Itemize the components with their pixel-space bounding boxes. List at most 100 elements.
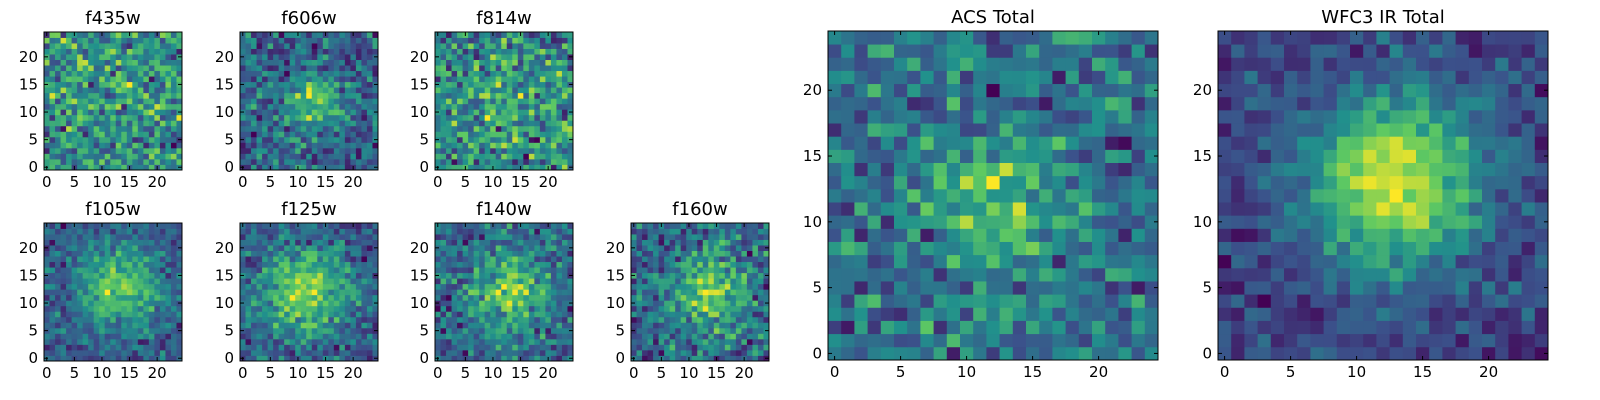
heatmap-cell [523, 311, 530, 318]
heatmap-cell [675, 278, 682, 285]
heatmap-cell [567, 261, 574, 268]
heatmap-cell [88, 250, 95, 257]
heatmap-cell [284, 153, 291, 160]
heatmap-cell [55, 261, 61, 268]
heatmap-cell [278, 338, 285, 345]
heatmap-cell [642, 311, 648, 318]
heatmap-cell [99, 70, 106, 77]
heatmap-cell [451, 267, 458, 274]
heatmap-cell [311, 125, 318, 132]
heatmap-cell [339, 245, 346, 251]
heatmap-cell [473, 228, 480, 235]
heatmap-cell [372, 278, 379, 285]
heatmap-cell [828, 333, 842, 348]
heatmap-cell [752, 316, 759, 323]
heatmap-cell [355, 81, 362, 88]
heatmap-cell [60, 158, 67, 165]
heatmap-cell [457, 223, 463, 229]
heatmap-cell [143, 81, 150, 88]
heatmap-cell [44, 261, 50, 268]
heatmap-cell [132, 142, 139, 149]
heatmap-cell [121, 349, 128, 356]
heatmap-cell [702, 267, 709, 274]
heatmap-cell [366, 109, 373, 116]
heatmap-cell [523, 272, 530, 279]
heatmap-cell [262, 81, 268, 88]
heatmap-cell [176, 349, 183, 356]
heatmap-cell [300, 261, 307, 268]
heatmap-cell [159, 103, 166, 110]
heatmap-cell [273, 234, 280, 240]
heatmap-cell [366, 153, 373, 160]
heatmap-cell [534, 338, 541, 345]
heatmap-cell [708, 283, 715, 290]
heatmap-cell [143, 223, 150, 229]
heatmap-cell [251, 327, 257, 334]
heatmap-cell [361, 239, 368, 246]
heatmap-cell [262, 59, 268, 66]
heatmap-cell [691, 267, 698, 274]
heatmap-cell [311, 327, 318, 334]
heatmap-cell [473, 272, 480, 279]
heatmap-cell [60, 256, 67, 263]
heatmap-cell [517, 37, 524, 44]
heatmap-cell [88, 65, 95, 72]
heatmap-cell [933, 281, 948, 295]
heatmap-cell [328, 305, 335, 312]
heatmap-cell [148, 289, 155, 296]
heatmap-cell [512, 355, 519, 362]
heatmap-cell [451, 344, 458, 351]
heatmap-cell [115, 355, 122, 362]
heatmap-cell [273, 261, 280, 268]
heatmap-cell [339, 305, 346, 312]
heatmap-cell [170, 294, 177, 301]
heatmap-cell [317, 300, 324, 307]
heatmap-cell [361, 316, 368, 323]
heatmap-cell [82, 65, 89, 72]
heatmap-cell [322, 70, 329, 77]
heatmap-cell [451, 81, 458, 88]
heatmap-cell [1065, 188, 1080, 203]
heatmap-cell [468, 256, 475, 263]
heatmap-cell [372, 153, 379, 160]
heatmap-cell [165, 316, 172, 323]
heatmap-cell [440, 316, 447, 323]
heatmap-cell [350, 234, 357, 240]
heatmap-cell [240, 87, 246, 94]
heatmap-cell [680, 234, 687, 240]
heatmap-cell [66, 147, 72, 154]
heatmap-cell [278, 272, 285, 279]
heatmap-cell [1078, 267, 1093, 282]
heatmap-cell [512, 234, 519, 240]
heatmap-cell [273, 114, 280, 121]
heatmap-cell [708, 228, 715, 235]
heatmap-cell [82, 338, 89, 345]
heatmap-cell [473, 114, 480, 121]
heatmap-cell [561, 131, 568, 138]
heatmap-cell [361, 261, 368, 268]
heatmap-cell [528, 37, 535, 44]
heatmap-cell [556, 256, 563, 263]
axes-frame [239, 31, 379, 171]
heatmap-cell [841, 267, 855, 282]
heatmap-cell [262, 125, 268, 132]
heatmap-cell [534, 153, 541, 160]
heatmap-cell [741, 272, 748, 279]
heatmap-cell [446, 333, 452, 340]
heatmap-cell [295, 278, 302, 285]
heatmap-cell [60, 311, 67, 318]
heatmap-cell [512, 316, 519, 323]
heatmap-cell [245, 43, 252, 49]
heatmap-cell [104, 98, 111, 105]
heatmap-cell [267, 333, 274, 340]
heatmap-cell [490, 92, 497, 99]
heatmap-cell [435, 267, 441, 274]
heatmap-cell [311, 250, 318, 257]
heatmap-cell [517, 76, 524, 83]
heatmap-cell [322, 283, 329, 290]
heatmap-cell [93, 153, 100, 160]
heatmap-cell [99, 109, 106, 116]
heatmap-cell [479, 305, 486, 312]
heatmap-cell [148, 131, 155, 138]
heatmap-cell [121, 333, 128, 340]
